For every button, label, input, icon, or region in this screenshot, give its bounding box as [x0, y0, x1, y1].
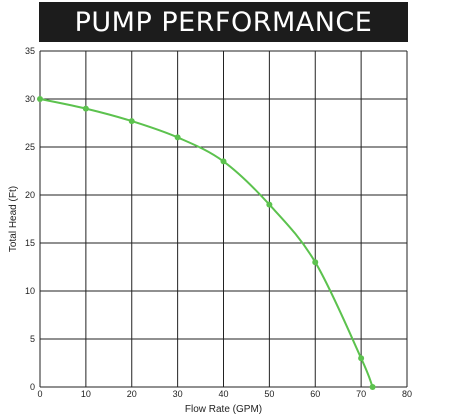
y-tick-label: 25 — [25, 142, 35, 152]
data-point — [369, 384, 376, 390]
x-tick-label: 10 — [81, 389, 91, 399]
x-tick-label: 80 — [402, 389, 412, 399]
series-layer — [37, 96, 376, 390]
x-tick-label: 60 — [310, 389, 320, 399]
y-tick-label: 0 — [30, 382, 35, 392]
data-point — [82, 105, 89, 112]
x-tick-label: 30 — [173, 389, 183, 399]
title-banner: PUMP PERFORMANCE — [39, 2, 408, 42]
chart-title: PUMP PERFORMANCE — [74, 6, 373, 38]
data-point — [312, 259, 319, 266]
y-tick-label: 5 — [30, 334, 35, 344]
y-tick-label: 35 — [25, 46, 35, 56]
grid-lines — [39, 50, 408, 388]
x-tick-labels: 0 10 20 30 40 50 60 70 80 — [37, 389, 412, 399]
x-tick-label: 20 — [127, 389, 137, 399]
data-point — [266, 201, 273, 208]
y-tick-label: 15 — [25, 238, 35, 248]
y-tick-label: 30 — [25, 94, 35, 104]
x-tick-label: 0 — [37, 389, 42, 399]
x-tick-label: 70 — [356, 389, 366, 399]
y-tick-labels: 0 5 10 15 20 25 30 35 — [25, 46, 35, 392]
x-tick-label: 40 — [218, 389, 228, 399]
data-point — [358, 355, 365, 362]
data-point — [128, 118, 135, 125]
series-line — [39, 98, 374, 388]
x-axis-label: Flow Rate (GPM) — [185, 404, 262, 415]
data-point — [220, 158, 227, 165]
y-axis-label: Total Head (Ft) — [8, 186, 19, 252]
y-tick-label: 10 — [25, 286, 35, 296]
data-point — [174, 134, 181, 141]
x-tick-label: 50 — [264, 389, 274, 399]
data-point — [37, 96, 43, 102]
y-tick-label: 20 — [25, 190, 35, 200]
